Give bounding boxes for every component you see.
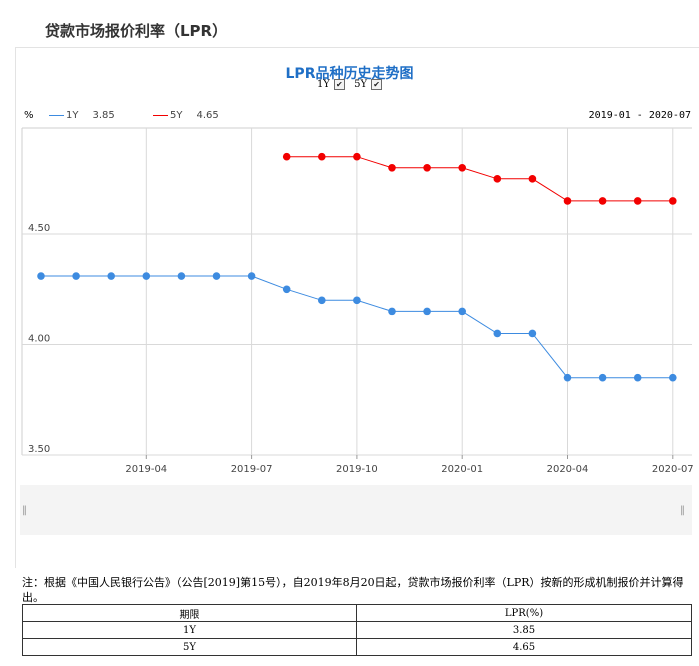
table-row: 5Y 4.65 <box>22 638 692 656</box>
lpr-line-chart: 3.50 4.00 4.50 2019-04 2019-07 2019-10 2020-01… <box>21 127 694 475</box>
page-title: 贷款市场报价利率（LPR） <box>45 22 228 40</box>
footnote: 注：根据《中国人民银行公告》（公告[2019]第15号），自2019年8月20日… <box>22 576 684 604</box>
legend-5y[interactable]: 5Y 4.65 <box>153 110 219 121</box>
legend-1y-value: 3.85 <box>92 110 115 121</box>
chart-legend-row: % 1Y 3.85 5Y 4.65 2019-01 - 2020-07 <box>0 110 699 124</box>
chart-title: LPR品种历史走势图 <box>285 66 414 82</box>
legend-5y-name: 5Y <box>170 110 183 121</box>
data-point-1y <box>353 296 361 305</box>
lpr-table: 期限 LPR(%) 1Y 3.85 5Y 4.65 <box>22 604 692 656</box>
x-tick-label: 2019-04 <box>125 464 167 475</box>
y-tick-label: 4.00 <box>28 334 50 345</box>
series-toggles: 1Y ✔ 5Y ✔ <box>0 79 699 90</box>
data-point-1y <box>493 329 502 338</box>
navigator-right-handle-icon[interactable]: ‖ <box>680 505 685 516</box>
data-point-1y <box>458 307 467 316</box>
data-point-5y <box>282 152 291 161</box>
data-point-5y <box>388 163 396 172</box>
data-point-1y <box>633 373 642 382</box>
legend-1y-line <box>49 115 64 116</box>
data-point-5y <box>493 175 502 183</box>
x-tick-label: 2019-07 <box>231 464 273 475</box>
date-range: 2019-01 - 2020-07 <box>588 110 691 121</box>
range-navigator[interactable] <box>20 485 692 535</box>
data-point-5y <box>669 197 677 205</box>
table-row: 1Y 3.85 <box>22 621 692 639</box>
data-point-1y <box>282 285 291 294</box>
data-point-1y <box>212 272 221 280</box>
data-point-1y <box>528 329 537 338</box>
data-point-5y <box>458 163 467 172</box>
legend-1y-name: 1Y <box>66 110 79 121</box>
navigator-left-handle-icon[interactable]: ‖ <box>22 505 27 516</box>
data-point-1y <box>247 272 256 280</box>
chart-frame <box>15 47 699 568</box>
data-point-5y <box>423 163 431 172</box>
legend-5y-line <box>153 115 168 116</box>
table-cell-rate: 3.85 <box>356 621 692 639</box>
data-point-5y <box>353 152 361 161</box>
data-point-1y <box>563 373 572 382</box>
checkbox-5y[interactable]: ✔ <box>371 79 383 90</box>
data-point-1y <box>72 272 80 280</box>
table-header-rate: LPR(%) <box>356 604 692 622</box>
toggle-5y-label: 5Y <box>354 79 368 90</box>
y-tick-label: 4.50 <box>28 223 50 234</box>
toggle-1y[interactable]: 1Y ✔ <box>317 79 345 90</box>
legend-5y-value: 4.65 <box>196 110 219 121</box>
legend-1y[interactable]: 1Y 3.85 <box>49 110 115 121</box>
toggle-5y[interactable]: 5Y ✔ <box>354 79 383 90</box>
checkbox-1y[interactable]: ✔ <box>333 79 345 90</box>
data-point-1y <box>142 272 151 280</box>
table-cell-term: 1Y <box>22 621 357 639</box>
data-point-1y <box>423 307 431 316</box>
data-point-1y <box>107 272 115 280</box>
table-header-term: 期限 <box>22 604 357 622</box>
data-point-5y <box>598 197 607 205</box>
x-tick-label: 2019-10 <box>336 464 378 475</box>
series-line-5y <box>286 156 673 202</box>
data-point-5y <box>633 197 642 205</box>
data-point-1y <box>318 296 326 305</box>
data-point-1y <box>669 373 677 382</box>
table-header-row: 期限 LPR(%) <box>22 604 692 622</box>
x-tick-label: 2020-04 <box>547 464 589 475</box>
data-point-5y <box>318 152 326 161</box>
table-cell-rate: 4.65 <box>356 638 692 656</box>
data-point-5y <box>563 197 572 205</box>
toggle-1y-label: 1Y <box>316 79 330 90</box>
data-point-1y <box>37 272 45 280</box>
data-point-1y <box>598 373 607 382</box>
unit-label: % <box>24 110 34 121</box>
data-point-5y <box>528 175 537 183</box>
x-tick-label: 2020-07 <box>652 464 694 475</box>
data-point-1y <box>388 307 396 316</box>
x-tick-label: 2020-01 <box>441 464 483 475</box>
table-cell-term: 5Y <box>22 638 357 656</box>
y-tick-label: 3.50 <box>28 444 50 455</box>
data-point-1y <box>177 272 186 280</box>
